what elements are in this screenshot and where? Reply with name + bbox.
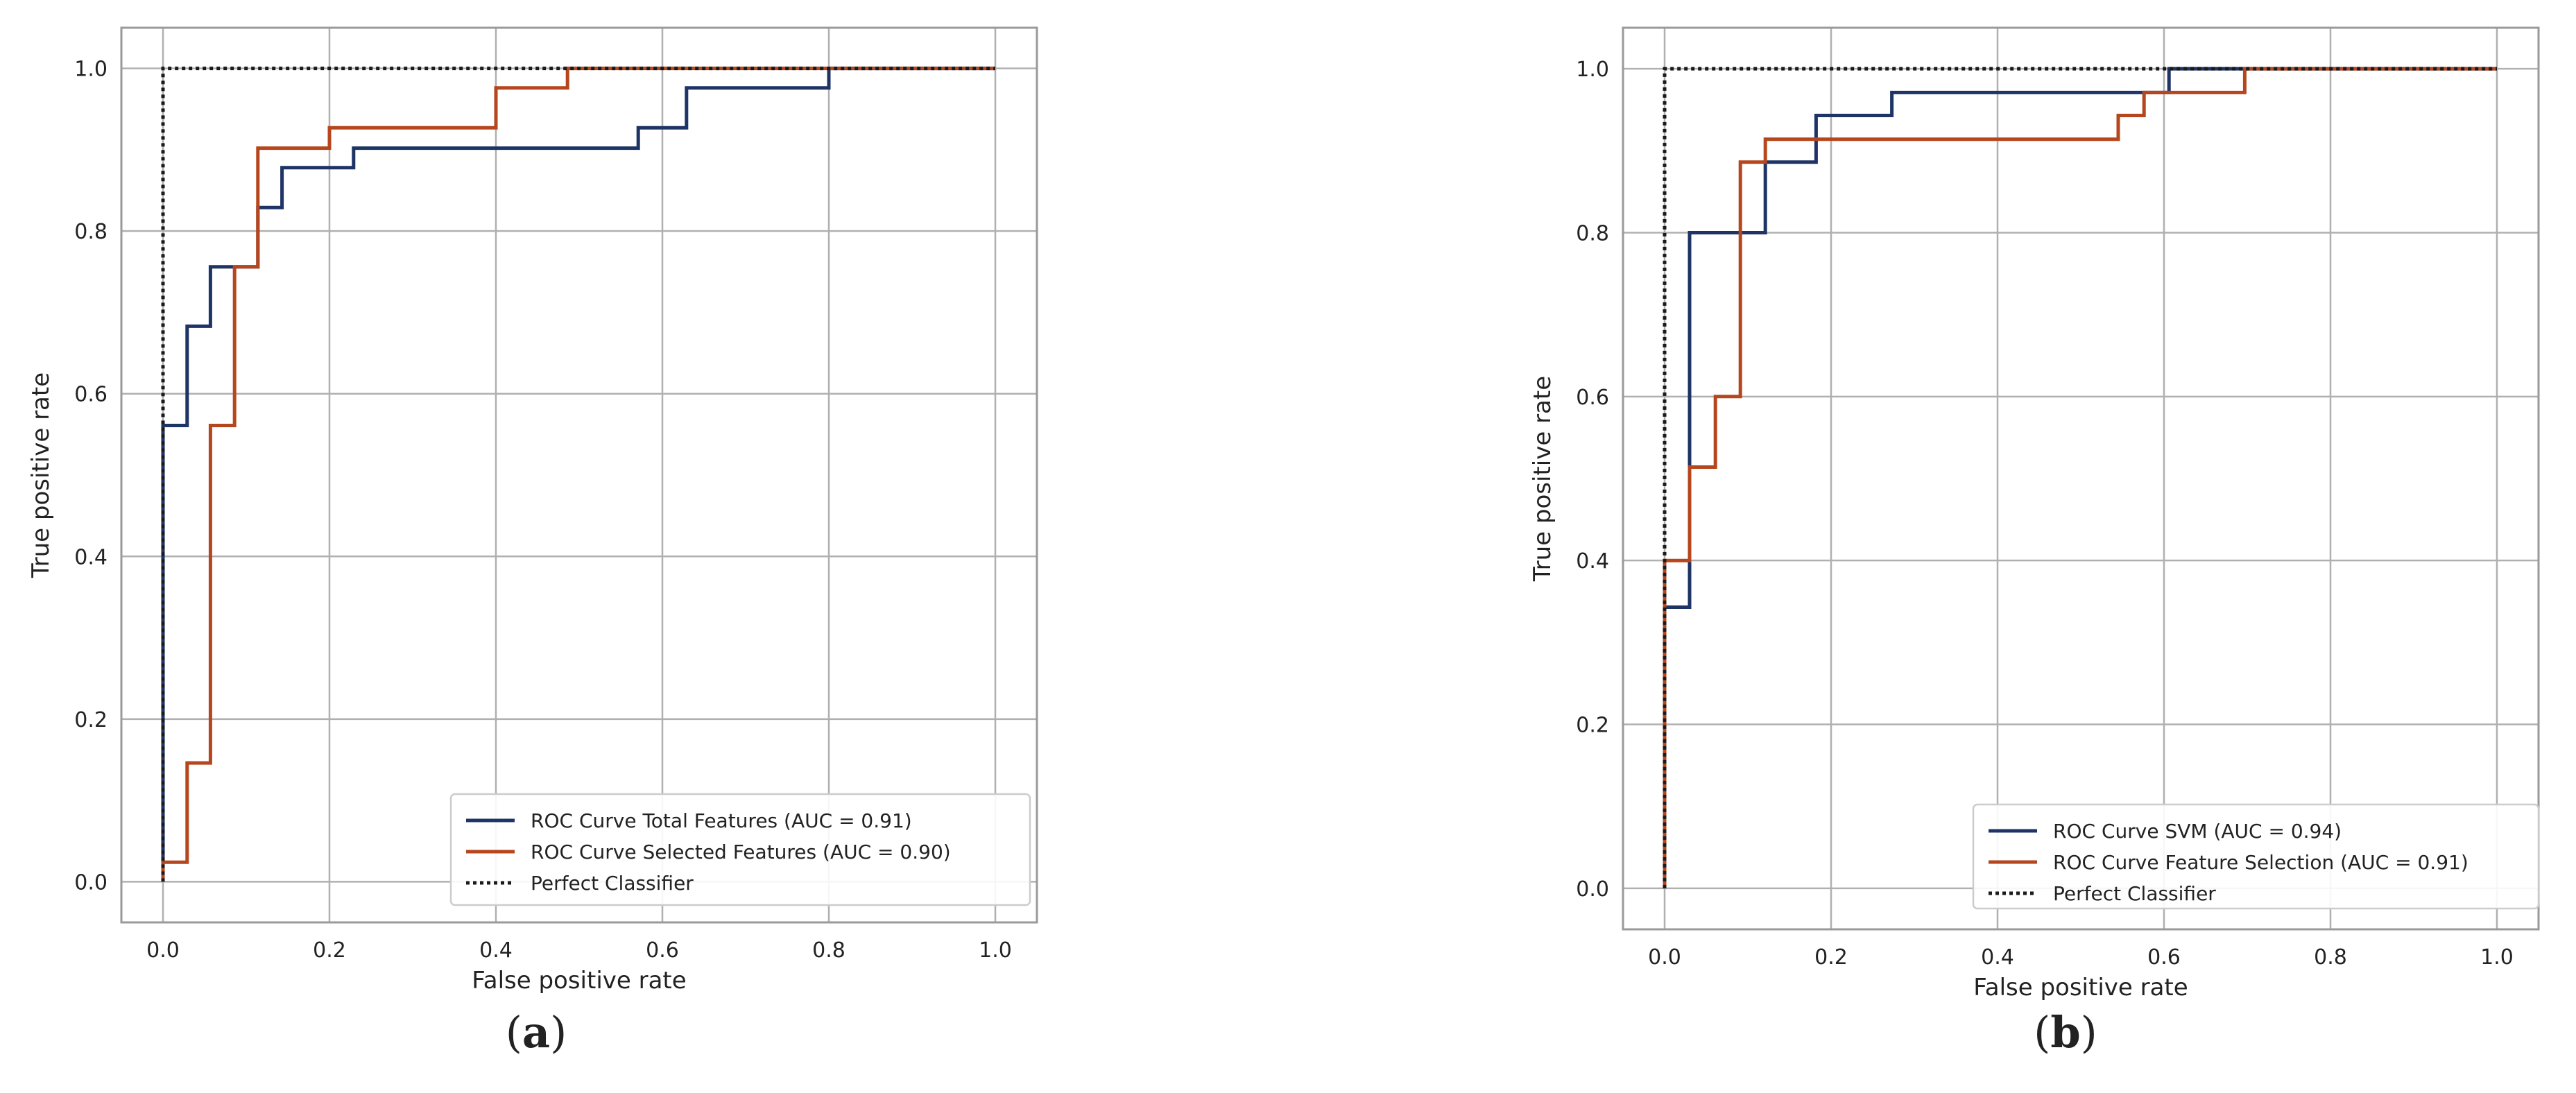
y-tick-label: 0.2 (1576, 714, 1609, 738)
x-tick-label: 0.8 (812, 938, 845, 963)
series-line-1 (1663, 67, 2497, 888)
y-tick-label: 0.8 (1576, 221, 1609, 246)
legend-box (449, 793, 1031, 906)
series-line-3 (1663, 67, 2497, 888)
x-tick-label: 0.0 (1648, 945, 1681, 970)
series-line-2 (161, 67, 995, 882)
plot-frame (120, 26, 1038, 924)
chart-panel-b: 0.0 0.0 0.2 0.2 0.4 0.4 0.6 0.6 0.8 0.8 1.0 1.0 Fals… (1529, 26, 2540, 1058)
legend-label-2: ROC Curve Feature Selection (AUC = 0.91) (2053, 851, 2468, 874)
y-tick-label: 0.4 (74, 545, 108, 569)
x-tick-label: 1.0 (979, 938, 1012, 963)
legend-label-3: Perfect Classifier (2053, 882, 2216, 905)
legend: ROC Curve SVM (AUC = 0.94) ROC Curve Feat… (1972, 803, 2540, 910)
legend-label-1: ROC Curve SVM (AUC = 0.94) (2053, 820, 2342, 843)
x-tick-label: 1.0 (2480, 945, 2514, 970)
y-tick-label: 0.4 (1576, 549, 1609, 574)
legend-label-3: Perfect Classifier (531, 872, 694, 895)
y-axis-label: True positive rate (27, 372, 55, 578)
y-tick-label: 1.0 (74, 58, 108, 82)
panel-letter: a (522, 1007, 550, 1058)
series-line-2 (1663, 67, 2497, 888)
legend-label-1: ROC Curve Total Features (AUC = 0.91) (531, 809, 912, 832)
legend-label-2: ROC Curve Selected Features (AUC = 0.90) (531, 841, 951, 863)
y-tick-label: 0.6 (74, 383, 108, 407)
panel-letter: b (2050, 1007, 2080, 1058)
x-tick-label: 0.0 (146, 938, 180, 963)
y-axis-label: True positive rate (1529, 376, 1556, 582)
y-tick-label: 1.0 (1576, 58, 1609, 82)
legend-box (1972, 803, 2540, 910)
panel-caption: (a) (506, 1007, 567, 1058)
plot-frame (1622, 26, 2540, 931)
x-tick-label: 0.6 (646, 938, 679, 963)
x-tick-label: 0.4 (479, 938, 513, 963)
chart-panel-a: 0.0 0.0 0.2 0.2 0.4 0.4 0.6 0.6 0.8 0.8 1.0 1.0 Fals… (27, 26, 1038, 1058)
y-tick-label: 0.0 (74, 870, 108, 895)
x-axis-label: False positive rate (1973, 974, 2188, 1001)
x-tick-label: 0.8 (2314, 945, 2347, 970)
y-tick-label: 0.8 (74, 220, 108, 244)
y-tick-label: 0.6 (1576, 386, 1609, 410)
y-tick-label: 0.2 (74, 708, 108, 732)
legend: ROC Curve Total Features (AUC = 0.91) ROC… (449, 793, 1031, 906)
series-line-3 (161, 67, 995, 882)
y-tick-label: 0.0 (1576, 877, 1609, 902)
series-line-1 (161, 67, 995, 882)
x-tick-label: 0.4 (1981, 945, 2014, 970)
x-tick-label: 0.6 (2147, 945, 2181, 970)
x-tick-label: 0.2 (313, 938, 346, 963)
x-tick-label: 0.2 (1814, 945, 1848, 970)
panel-caption: (b) (2034, 1007, 2097, 1058)
x-axis-label: False positive rate (472, 967, 686, 995)
